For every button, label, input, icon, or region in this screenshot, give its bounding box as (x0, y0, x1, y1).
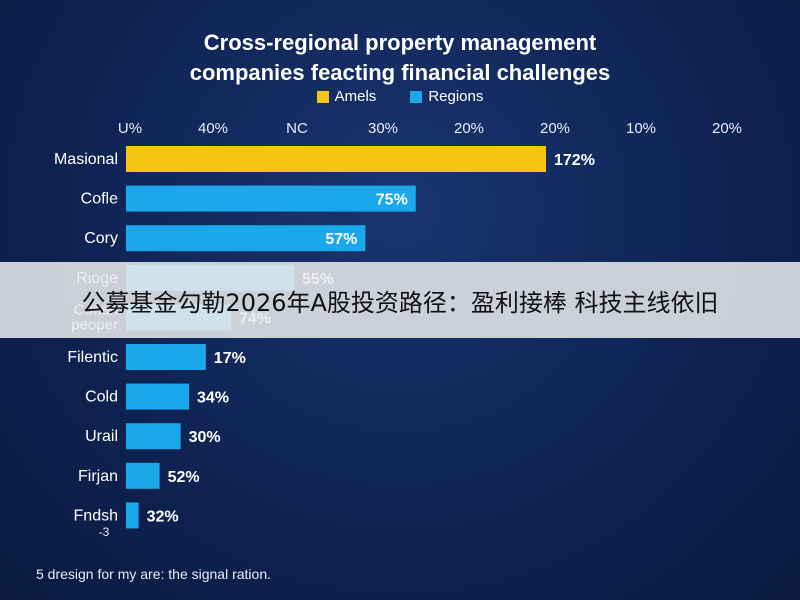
chart-footnote: 5 dresign for my are: the signal ration. (36, 566, 272, 582)
legend-label-regions: Regions (428, 88, 484, 105)
bar (126, 502, 139, 529)
category-label: Filentic (67, 349, 118, 366)
legend-item-amels: Amels (316, 88, 377, 105)
extra-axis-label: -3 (99, 525, 110, 539)
legend-label-amels: Amels (334, 88, 377, 105)
bar (126, 225, 366, 252)
x-tick-label: U% (118, 120, 142, 137)
category-label: Firjan (78, 468, 118, 485)
legend-swatch-regions (410, 90, 423, 103)
legend-swatch-amels (316, 90, 329, 103)
value-label: 172% (554, 152, 595, 169)
category-label: Fndsh (74, 507, 118, 524)
headline-banner-text: 公募基金勾勒2026年A股投资路径：盈利接棒 科技主线依旧 (81, 288, 719, 317)
x-tick-label: 20% (454, 120, 484, 137)
legend-item-regions: Regions (410, 88, 483, 105)
chart-title: Cross-regional property management compa… (0, 28, 800, 88)
value-label: 52% (168, 469, 200, 486)
headline-banner: 公募基金勾勒2026年A股投资路径：盈利接棒 科技主线依旧 (0, 262, 800, 338)
category-label: Masional (54, 151, 118, 168)
x-tick-label: 20% (712, 120, 742, 137)
category-label: Urail (85, 428, 118, 445)
bar (126, 383, 189, 410)
value-label: 75% (376, 192, 408, 209)
bar (126, 423, 181, 450)
bar (126, 146, 546, 172)
bar (126, 462, 160, 489)
category-label: Cold (85, 389, 118, 406)
bar (126, 185, 416, 212)
chart-title-line-2: companies feacting financial challenges (189, 60, 611, 85)
value-label: 57% (325, 231, 357, 248)
value-label: 34% (197, 390, 229, 407)
value-label: 17% (214, 350, 246, 367)
category-label: Cofle (81, 191, 118, 208)
category-label: Cory (84, 230, 118, 247)
chart-title-line-1: Cross-regional property management (203, 30, 597, 55)
x-tick-label: 20% (540, 120, 570, 137)
x-tick-label: 30% (368, 120, 398, 137)
x-tick-label: NC (286, 120, 308, 137)
x-tick-label: 40% (198, 120, 228, 137)
bar (126, 344, 206, 370)
value-label: 30% (189, 429, 221, 446)
value-label: 32% (147, 508, 179, 525)
x-tick-label: 10% (626, 120, 656, 137)
chart-legend: Amels Regions (0, 88, 800, 105)
